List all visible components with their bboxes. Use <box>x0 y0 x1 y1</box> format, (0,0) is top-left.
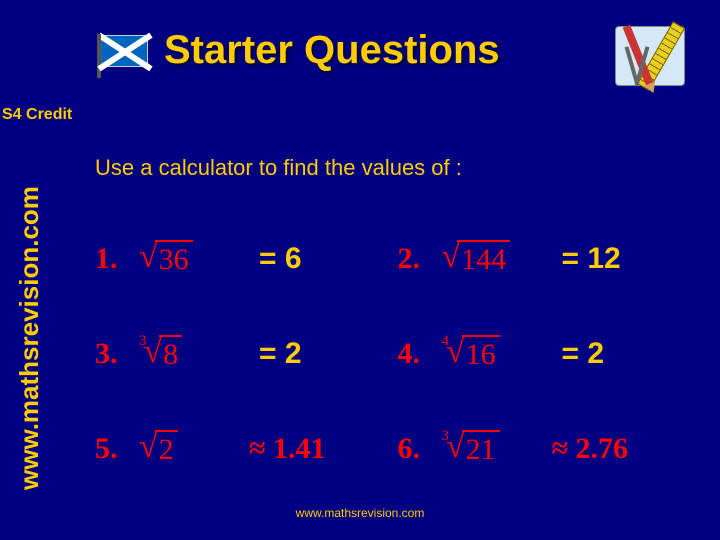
slide-title: Starter Questions <box>164 28 500 73</box>
footer-url: www.mathsrevision.com <box>296 506 425 520</box>
answer: = 2 <box>259 337 302 371</box>
question-cell: 5. √2 ≈ 1.41 <box>95 430 398 468</box>
answer: ≈ 2.76 <box>552 432 628 466</box>
question-grid: 1. √36 = 6 2. √144 = 12 3 <box>95 211 700 496</box>
question-number: 6. <box>398 432 442 466</box>
content-area: Use a calculator to find the values of :… <box>95 155 700 496</box>
question-number: 2. <box>398 242 442 276</box>
stationery-clipart-icon <box>610 18 690 93</box>
question-row: 3. 3 √8 = 2 4. 4 √16 = 2 <box>95 306 700 401</box>
expression: 4 √16 <box>442 335 542 373</box>
question-row: 1. √36 = 6 2. √144 = 12 <box>95 211 700 306</box>
expression: 3 √21 <box>442 430 542 468</box>
instruction-text: Use a calculator to find the values of : <box>95 155 700 181</box>
sqrt-icon: √36 <box>139 240 193 278</box>
question-cell: 6. 3 √21 ≈ 2.76 <box>398 430 701 468</box>
question-cell: 2. √144 = 12 <box>398 240 701 278</box>
title-area: Starter Questions <box>100 28 620 73</box>
sqrt-icon: √144 <box>442 240 511 278</box>
question-cell: 3. 3 √8 = 2 <box>95 335 398 373</box>
expression: √36 <box>139 240 239 278</box>
sqrt-icon: √2 <box>139 430 178 468</box>
cuberoot-icon: 3 √8 <box>139 335 182 373</box>
expression: √2 <box>139 430 239 468</box>
answer: = 12 <box>562 242 621 276</box>
answer: ≈ 1.41 <box>249 432 325 466</box>
question-cell: 1. √36 = 6 <box>95 240 398 278</box>
fourthroot-icon: 4 √16 <box>442 335 500 373</box>
cuberoot-icon: 3 √21 <box>442 430 500 468</box>
question-cell: 4. 4 √16 = 2 <box>398 335 701 373</box>
question-row: 5. √2 ≈ 1.41 6. 3 √21 ≈ 2.76 <box>95 401 700 496</box>
question-number: 3. <box>95 337 139 371</box>
question-number: 4. <box>398 337 442 371</box>
level-badge: S4 Credit <box>0 106 78 126</box>
answer: = 2 <box>562 337 605 371</box>
question-number: 1. <box>95 242 139 276</box>
answer: = 6 <box>259 242 302 276</box>
expression: 3 √8 <box>139 335 239 373</box>
scotland-flag-icon <box>100 35 148 67</box>
question-number: 5. <box>95 432 139 466</box>
sidebar-url: www.mathsrevision.com <box>14 186 45 490</box>
expression: √144 <box>442 240 542 278</box>
